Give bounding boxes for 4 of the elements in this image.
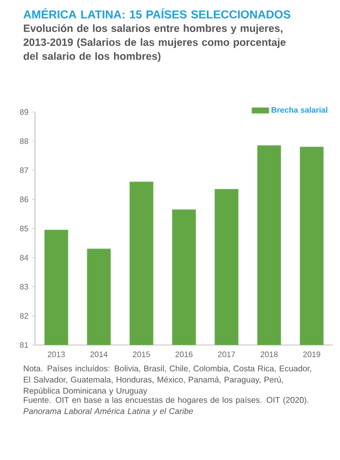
source-note: Fuente. OIT en base a las encuestas de hogares de los países. OIT (2020). Panorama Laboral América Latina y el Caribe — [23, 396, 308, 416]
chart-title: AMÉRICA LATINA: 15 PAÍSES SELECCIONADOS — [23, 8, 290, 18]
chart-subtitle: Evolución de los salarios entre hombres y mujeres, 2013-2019 (Salarios de las mujeres como porcentaje del salario de los hombres) — [24, 24, 286, 62]
text: Nota. Países incluídos: Bolivia, Brasil, Chile, Colombia, Costa Rica, Ecuador, El Salvador, Guatemala, Honduras, México, Panamá, Paraguay, Perú, República Dominicana y Uruguay — [24, 365, 312, 396]
